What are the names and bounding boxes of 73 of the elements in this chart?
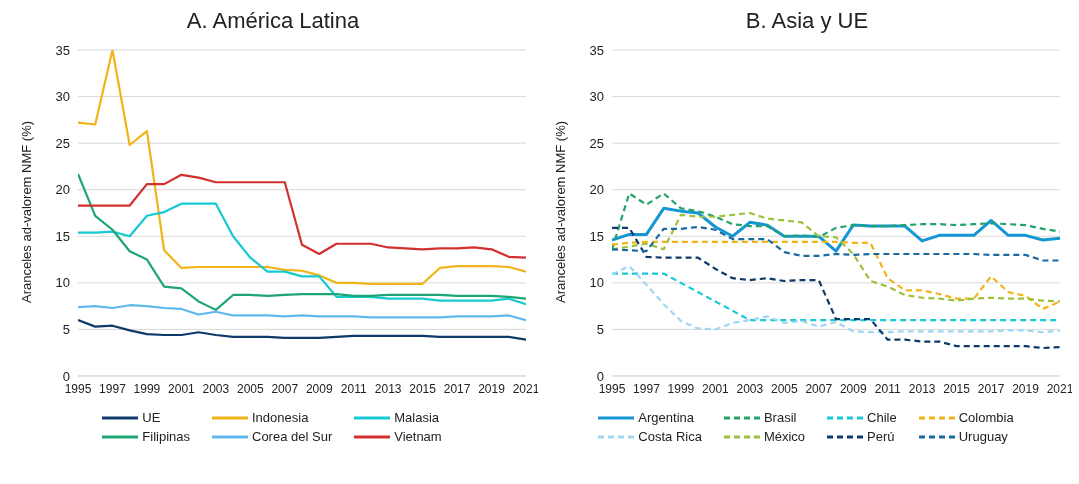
y-tick-label: 5 [596, 322, 604, 338]
x-tick-label: 2007 [271, 381, 299, 396]
y-tick-label: 20 [589, 182, 604, 198]
x-tick-label: 2005 [236, 381, 264, 396]
y-tick-label: 35 [589, 42, 604, 58]
legend-label: Uruguay [958, 429, 1008, 444]
legend-label: Costa Rica [638, 429, 702, 444]
y-tick-label: 25 [589, 135, 604, 151]
x-tick-label: 2001 [168, 381, 196, 396]
y-tick-label: 0 [62, 368, 70, 384]
y-tick-label: 30 [55, 89, 70, 105]
legend-label: Vietnam [394, 429, 442, 444]
y-tick-label: 25 [55, 135, 70, 151]
legend-label: México [763, 429, 806, 444]
y-tick-label: 15 [55, 228, 70, 244]
legend-label: Colombia [958, 410, 1014, 425]
y-axis-title: Aranceles ad-valorem NMF (%) [18, 120, 34, 303]
x-tick-label: 2021 [512, 381, 540, 396]
line-series [612, 240, 1060, 311]
x-tick-label: 2011 [874, 381, 901, 396]
line-series [78, 202, 526, 306]
x-tick-label: 2017 [443, 381, 471, 396]
x-tick-label: 2019 [478, 381, 506, 396]
line-series [612, 226, 1060, 350]
line-series [78, 304, 526, 322]
chart-title: B. Asia y UE [744, 8, 870, 35]
chart-title: A. América Latina [185, 8, 361, 35]
x-tick-label: 2019 [1012, 381, 1040, 396]
x-tick-label: 2001 [702, 381, 730, 396]
x-tick-label: 2013 [908, 381, 936, 396]
legend-label: Corea del Sur [252, 429, 333, 444]
x-tick-label: 2013 [374, 381, 402, 396]
x-tick-label: 2011 [340, 381, 367, 396]
legend-label: Perú [867, 429, 895, 444]
x-tick-label: 2009 [305, 381, 333, 396]
legend-label: Indonesia [252, 410, 309, 425]
line-series [78, 319, 526, 341]
y-tick-label: 15 [589, 228, 604, 244]
x-tick-label: 2017 [977, 381, 1005, 396]
x-tick-label: 2005 [770, 381, 798, 396]
y-tick-label: 35 [55, 42, 70, 58]
legend-label: Brasil [763, 410, 797, 425]
legend-label: UE [142, 410, 161, 425]
line-series [612, 264, 1060, 334]
x-tick-label: 2007 [805, 381, 833, 396]
legend-label: Filipinas [142, 429, 190, 444]
legend-label: Argentina [638, 410, 694, 425]
x-tick-label: 2009 [839, 381, 867, 396]
y-tick-label: 10 [55, 275, 70, 291]
x-tick-label: 1999 [133, 381, 161, 396]
x-tick-label: 1997 [99, 381, 127, 396]
y-tick-label: 10 [589, 275, 604, 291]
y-tick-label: 20 [55, 182, 70, 198]
line-series [78, 172, 526, 311]
x-tick-label: 1999 [667, 381, 695, 396]
line-series [612, 225, 1060, 262]
legend-label: Chile [867, 410, 897, 425]
legend-label: Malasia [394, 410, 440, 425]
x-tick-label: 2015 [409, 381, 437, 396]
x-tick-label: 1995 [598, 381, 626, 396]
x-tick-label: 2021 [1046, 381, 1074, 396]
y-tick-label: 30 [589, 89, 604, 105]
x-tick-label: 2003 [202, 381, 230, 396]
line-series [78, 173, 526, 259]
x-tick-label: 2003 [736, 381, 764, 396]
y-axis-title: Aranceles ad-valorem NMF (%) [552, 120, 568, 303]
y-tick-label: 5 [62, 322, 70, 338]
line-series [78, 50, 526, 285]
x-tick-label: 1995 [64, 381, 92, 396]
x-tick-label: 2015 [943, 381, 971, 396]
y-tick-label: 0 [596, 368, 604, 384]
x-tick-label: 1997 [633, 381, 661, 396]
line-series [612, 192, 1060, 251]
